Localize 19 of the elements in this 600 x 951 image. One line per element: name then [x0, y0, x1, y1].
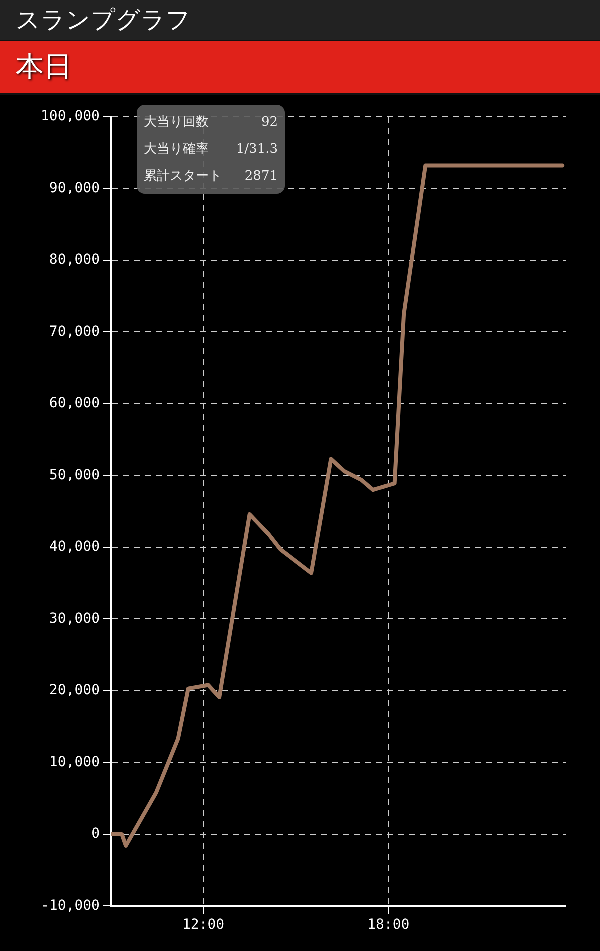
y-tick-label: 0 — [92, 826, 100, 842]
y-tick-label: 80,000 — [49, 252, 100, 268]
y-tick-label: 10,000 — [49, 754, 100, 770]
y-tick-label: 30,000 — [49, 610, 100, 627]
y-tick-label: 50,000 — [49, 467, 100, 484]
y-tick-label: 70,000 — [49, 324, 100, 340]
y-tick-label: 20,000 — [49, 682, 100, 699]
chart-title: スランプグラフ — [0, 0, 600, 40]
y-tick-label: -10,000 — [40, 898, 100, 914]
x-tick-label: 12:00 — [182, 917, 225, 934]
x-tick-label: 18:00 — [368, 917, 410, 934]
y-tick-label: 40,000 — [49, 539, 100, 556]
text: 大当り回数 92 — [144, 115, 278, 130]
y-tick-label: 60,000 — [49, 396, 100, 412]
text: 累計スタート 2871 — [144, 169, 278, 184]
chart-subtitle: 本日 — [0, 40, 600, 95]
y-tick-label: 100,000 — [40, 108, 100, 125]
text: 大当り確率 1/31.3 — [144, 142, 278, 157]
y-tick-label: 90,000 — [49, 180, 100, 196]
